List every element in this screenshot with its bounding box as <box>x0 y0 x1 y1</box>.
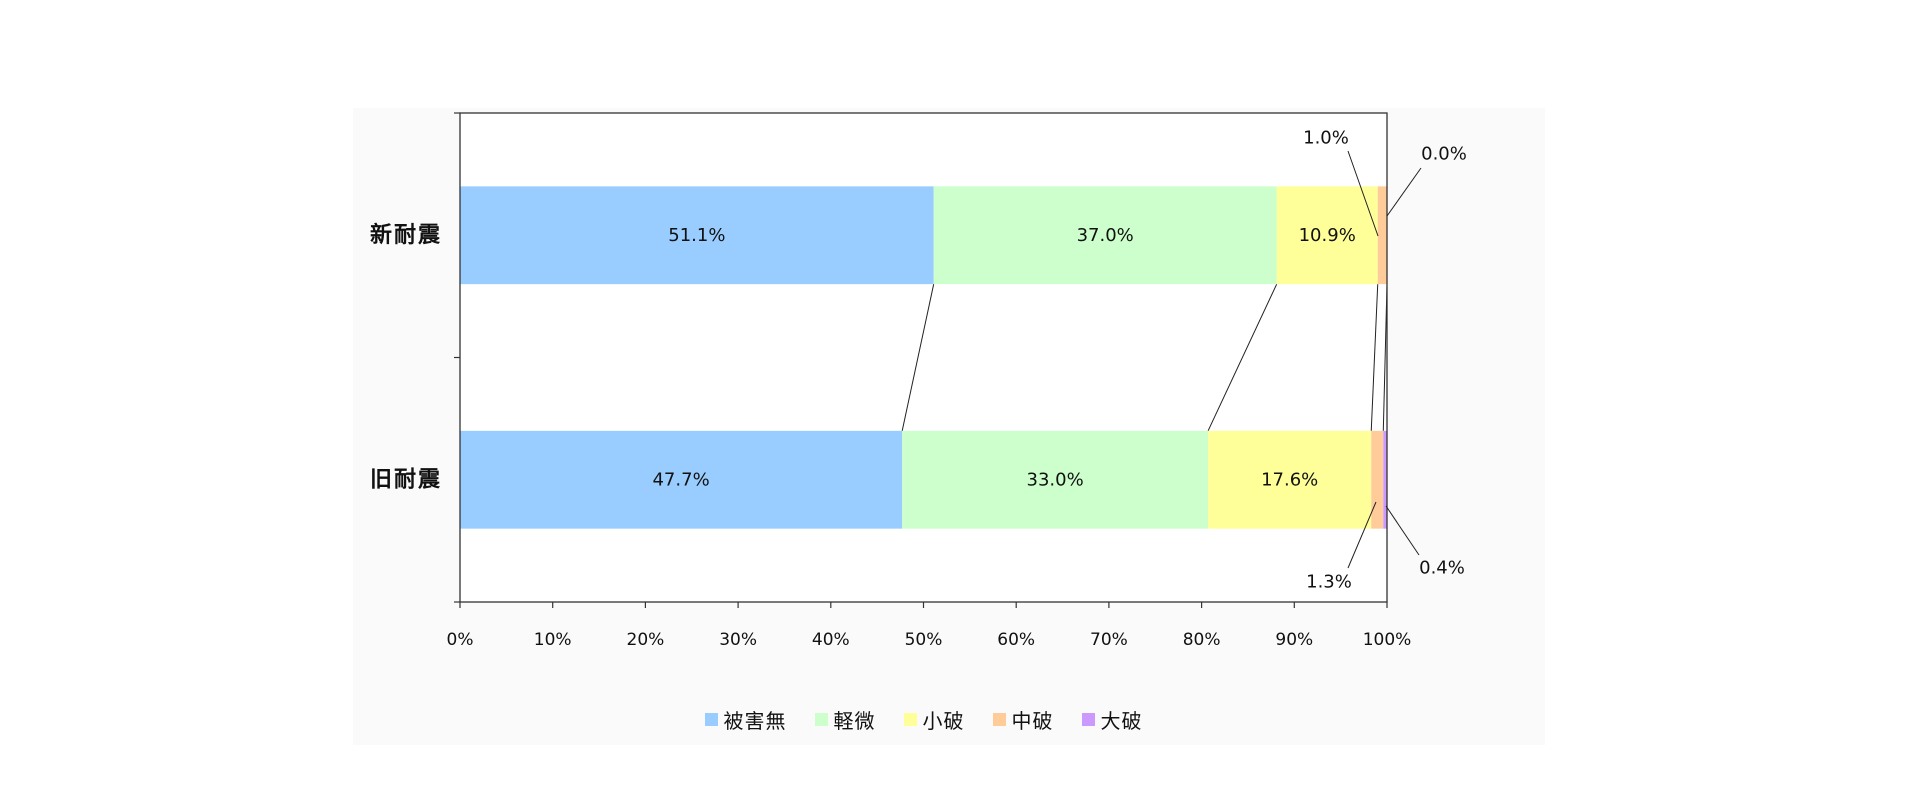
bar-segment <box>1276 186 1378 285</box>
legend-label: 大破 <box>1100 708 1143 733</box>
x-tick-label: 10% <box>534 630 572 650</box>
legend-swatch <box>903 712 917 726</box>
legend-label: 被害無 <box>723 708 787 733</box>
x-tick-label: 50% <box>905 630 943 650</box>
category-label: 旧耐震 <box>370 467 442 492</box>
data-label: 17.6% <box>1261 469 1318 490</box>
series-line <box>1370 284 1379 431</box>
bar-segment <box>933 186 1277 285</box>
x-tick-label: 100% <box>1363 630 1412 650</box>
x-tick-label: 90% <box>1275 630 1313 650</box>
legend: 被害無 軽微 小破 中破 大破 <box>460 704 1387 734</box>
legend-swatch <box>1081 712 1095 726</box>
leader-line <box>1347 501 1377 569</box>
x-tick-label: 20% <box>627 630 665 650</box>
legend-item: 大破 <box>1081 705 1143 734</box>
legend-label: 小破 <box>922 708 965 733</box>
bar-segment <box>460 186 934 285</box>
x-tick-label: 0% <box>447 630 474 650</box>
data-label: 37.0% <box>1077 225 1134 246</box>
data-label: 47.7% <box>652 469 709 490</box>
legend-item: 中破 <box>992 705 1054 734</box>
bar-segment <box>1371 430 1384 529</box>
data-label: 0.0% <box>1421 144 1467 165</box>
x-tick-label: 70% <box>1090 630 1128 650</box>
legend-item: 軽微 <box>814 705 876 734</box>
legend-swatch <box>704 712 718 726</box>
leader-line <box>1386 167 1422 217</box>
leader-line <box>1385 505 1420 556</box>
category-label: 新耐震 <box>370 222 442 248</box>
bar-segment <box>902 430 1209 529</box>
x-tick-label: 30% <box>719 630 757 650</box>
x-tick-label: 80% <box>1183 630 1221 650</box>
legend-swatch <box>814 712 828 726</box>
series-line <box>1207 283 1278 432</box>
data-label: 0.4% <box>1419 558 1465 579</box>
legend-item: 小破 <box>903 705 965 734</box>
data-label: 1.0% <box>1303 128 1349 149</box>
data-label: 51.1% <box>668 225 725 246</box>
data-label: 10.9% <box>1299 225 1356 246</box>
data-label: 33.0% <box>1027 469 1084 490</box>
legend-label: 中破 <box>1011 708 1054 733</box>
bar-segment <box>1377 186 1387 285</box>
x-tick-label: 60% <box>997 630 1035 650</box>
series-line <box>901 284 935 431</box>
legend-label: 軽微 <box>833 708 876 733</box>
legend-swatch <box>992 712 1006 726</box>
bar-segment <box>1383 430 1387 529</box>
leader-line <box>1347 150 1379 237</box>
legend-item: 被害無 <box>704 705 787 734</box>
data-label: 1.3% <box>1306 572 1352 593</box>
x-tick-label: 40% <box>812 630 850 650</box>
bar-segment <box>460 430 903 529</box>
bar-segment <box>1208 430 1372 529</box>
